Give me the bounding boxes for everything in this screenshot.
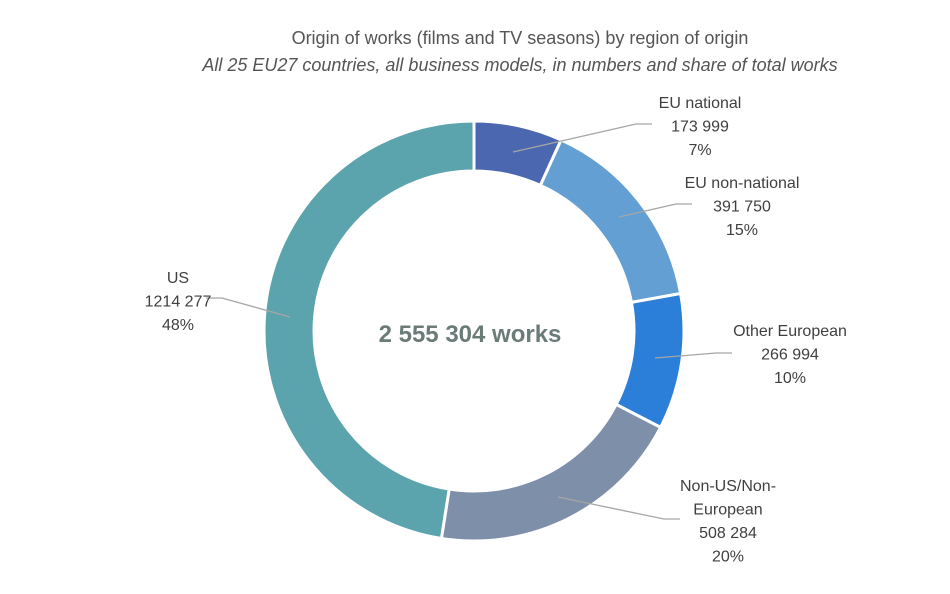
slice-us [262, 119, 476, 541]
donut-slices [262, 119, 686, 543]
leader-line-eu-national [512, 123, 652, 153]
center-total-label: 2 555 304 works [379, 321, 562, 348]
data-label-other-european: Other European 266 994 10% [733, 323, 847, 387]
data-label-non-us-non-european: Non-US/Non-European 508 284 20% [680, 478, 776, 566]
data-label-eu-non-national: EU non-national 391 750 15% [685, 175, 800, 239]
leader-line-other-european [654, 352, 732, 359]
data-label-us: US 1214 277 48% [145, 270, 212, 334]
data-label-eu-national: EU national 173 999 7% [659, 95, 742, 159]
chart-subtitle: All 25 EU27 countries, all business mode… [202, 55, 838, 75]
leader-lines [206, 123, 732, 520]
slice-eu-non-national [538, 137, 683, 305]
leader-line-non-us-non-european [557, 496, 680, 520]
slice-labels: EU national 173 999 7% EU non-national 391 7… [145, 95, 847, 566]
chart-title: Origin of works (films and TV seasons) b… [291, 28, 749, 48]
leader-line-us [206, 297, 291, 318]
slice-other-european [614, 291, 686, 430]
slice-non-us-non-european [439, 402, 663, 543]
leader-line-eu-non-national [618, 203, 692, 218]
